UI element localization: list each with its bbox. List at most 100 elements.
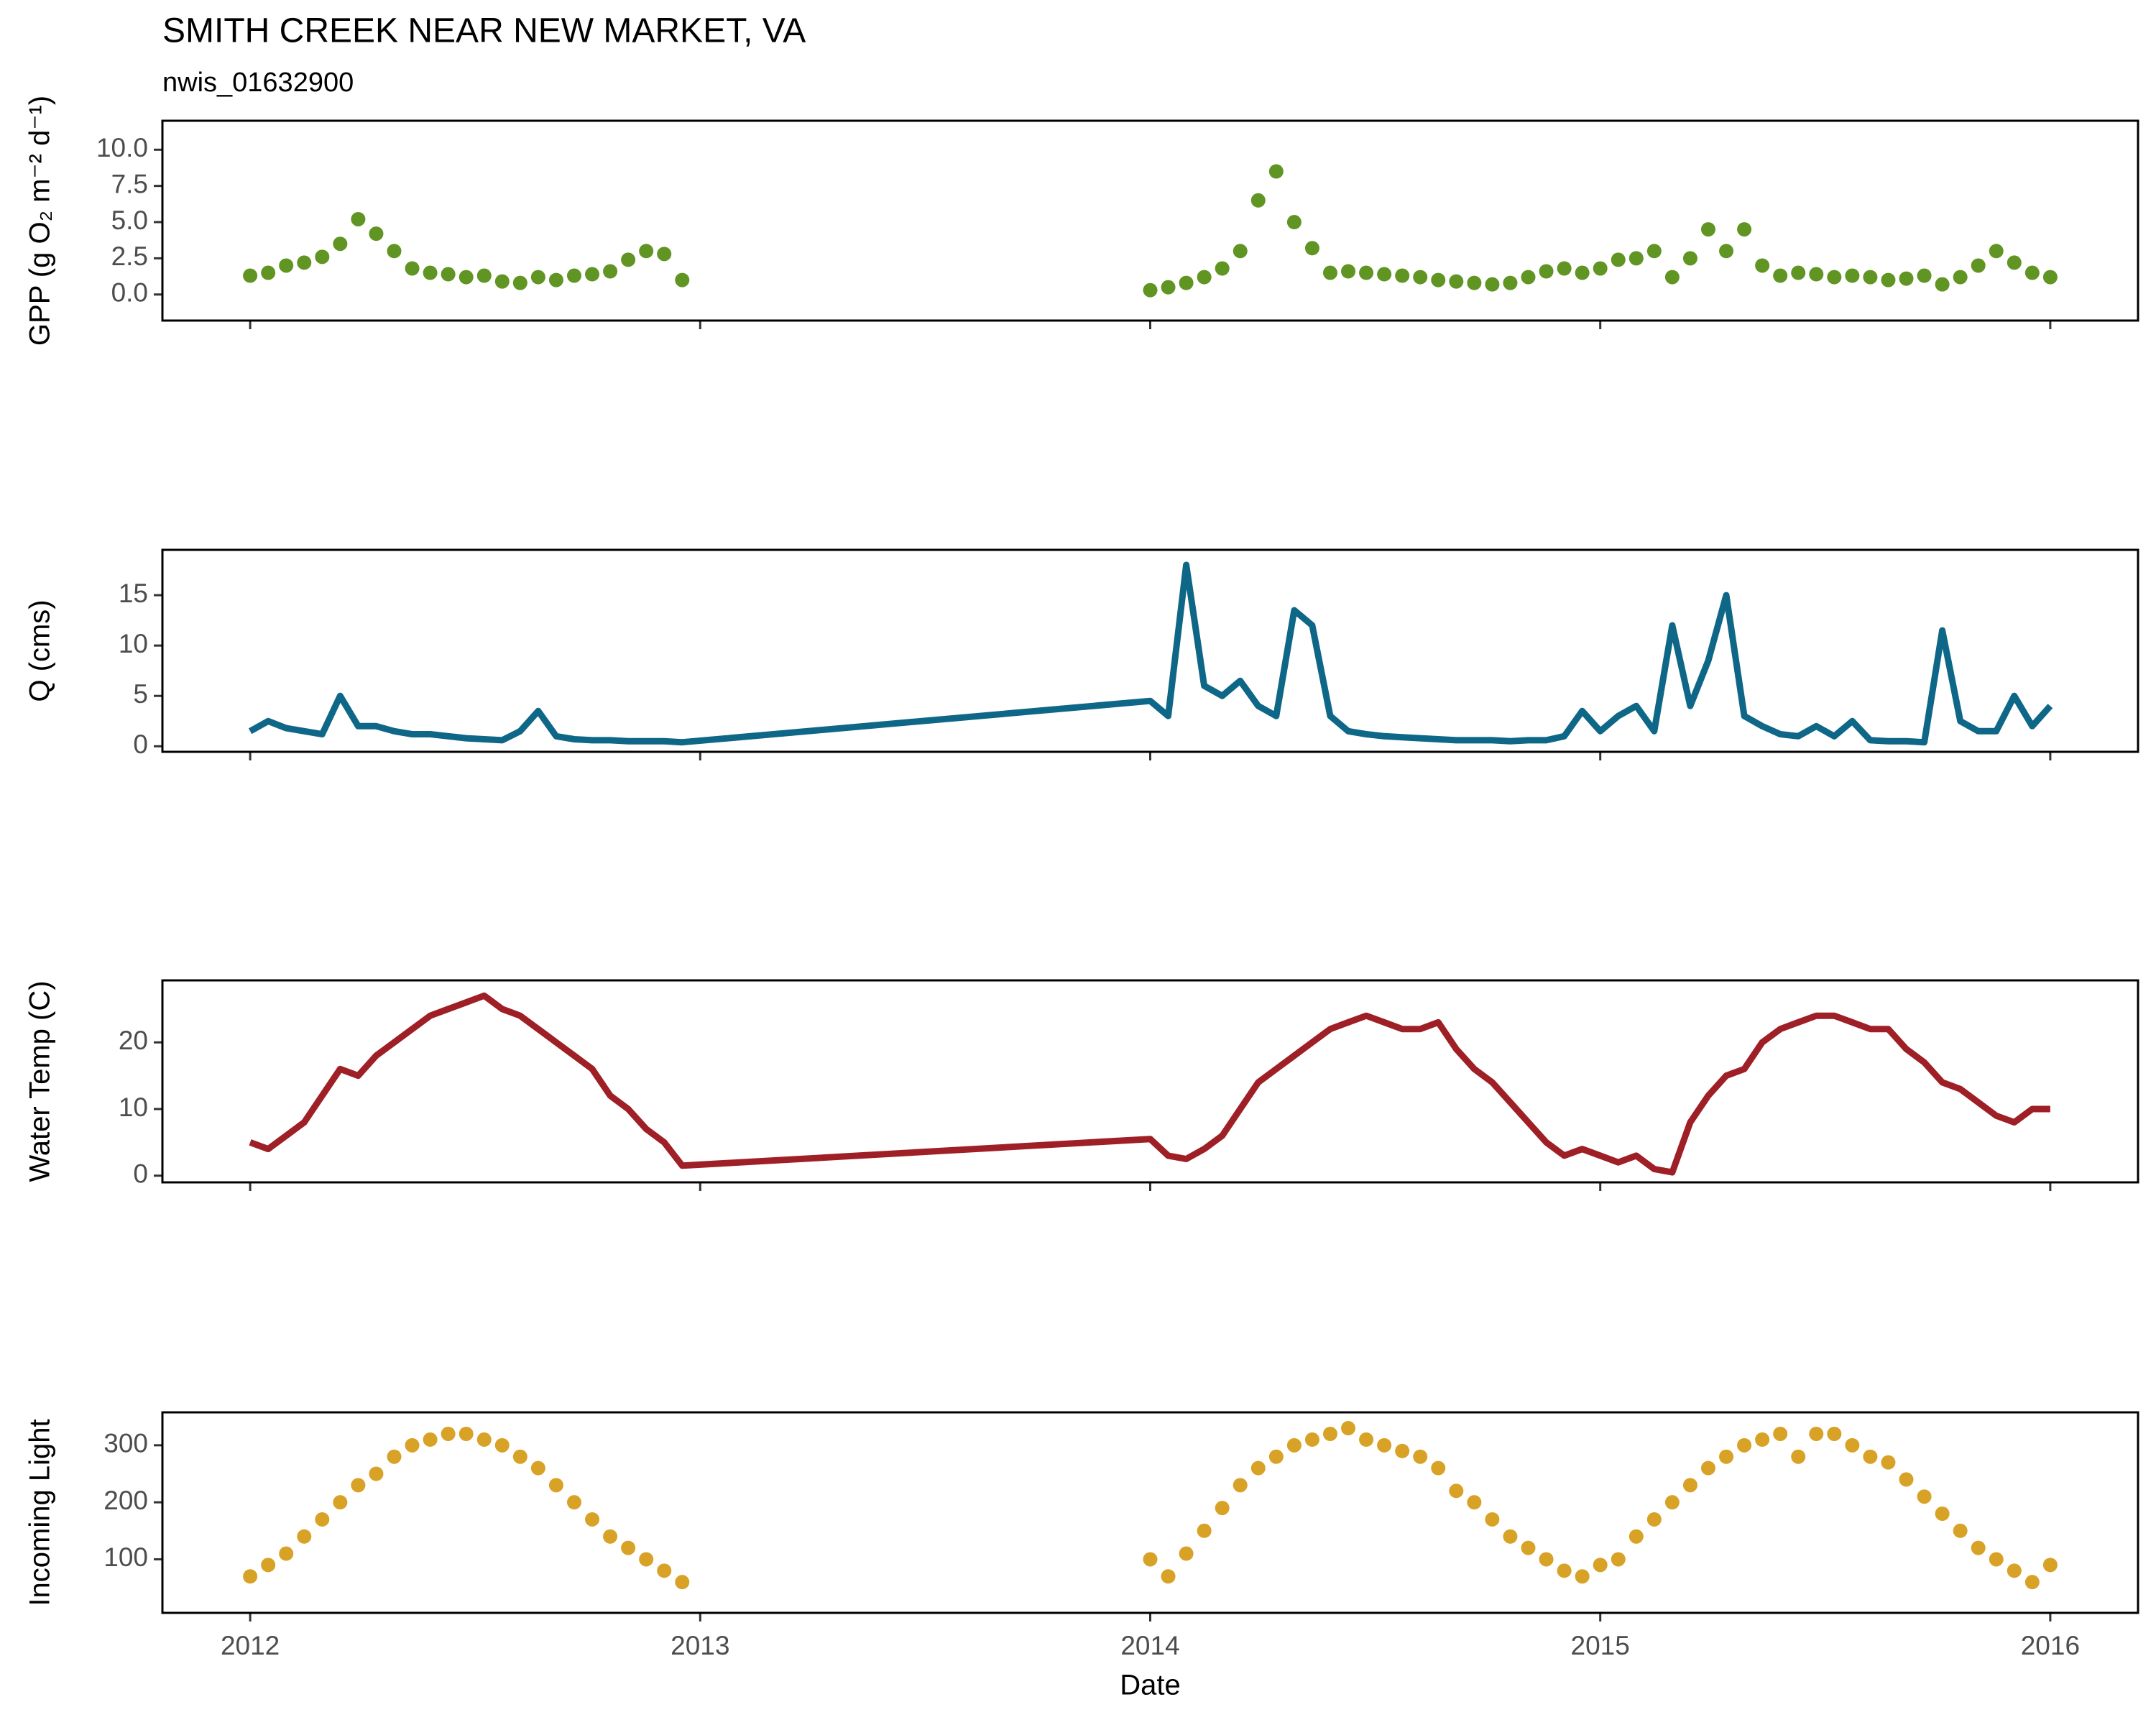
point xyxy=(1611,252,1626,267)
y-tick-label: 0 xyxy=(133,730,148,759)
point xyxy=(1628,251,1644,266)
point xyxy=(1881,1455,1896,1470)
point xyxy=(1917,268,1932,283)
point xyxy=(1575,1569,1590,1584)
point xyxy=(315,249,330,264)
y-tick-label: 300 xyxy=(103,1429,148,1458)
point xyxy=(279,1546,294,1561)
point xyxy=(1809,1426,1824,1441)
point xyxy=(1755,1432,1770,1447)
y-axis-label: Q (cms) xyxy=(24,599,56,702)
point xyxy=(1737,1438,1752,1453)
point xyxy=(243,268,258,283)
y-tick-label: 5.0 xyxy=(111,206,148,235)
point xyxy=(1322,265,1337,280)
point xyxy=(1557,1563,1572,1578)
point xyxy=(512,1449,528,1464)
point xyxy=(387,244,402,259)
point xyxy=(1863,270,1878,285)
point xyxy=(1413,1449,1428,1464)
point xyxy=(585,1512,600,1527)
point xyxy=(530,1460,545,1476)
point xyxy=(1791,1449,1806,1464)
point xyxy=(1773,268,1788,283)
point xyxy=(675,1575,690,1590)
point xyxy=(1593,1558,1608,1573)
x-axis-label: Date xyxy=(1120,1670,1181,1701)
point xyxy=(369,226,384,242)
point xyxy=(2024,265,2040,280)
point xyxy=(1989,244,2004,259)
point xyxy=(1664,1495,1680,1510)
point xyxy=(1953,1523,1968,1538)
point xyxy=(494,1438,510,1453)
point xyxy=(1268,1449,1284,1464)
x-tick-label: 2016 xyxy=(2021,1631,2080,1660)
point xyxy=(1215,1501,1230,1516)
point xyxy=(1431,1460,1446,1476)
point xyxy=(675,272,690,288)
point xyxy=(1485,1512,1500,1527)
point xyxy=(1521,1540,1536,1555)
x-tick-label: 2013 xyxy=(671,1631,729,1660)
point xyxy=(1268,164,1284,179)
point xyxy=(1664,270,1680,285)
point xyxy=(1377,267,1392,282)
x-tick-label: 2015 xyxy=(1571,1631,1630,1660)
point xyxy=(1557,261,1572,276)
point xyxy=(1593,261,1608,276)
y-tick-label: 100 xyxy=(103,1542,148,1572)
point xyxy=(512,275,528,290)
point xyxy=(2042,1558,2058,1573)
point xyxy=(1953,270,1968,285)
point xyxy=(548,1478,563,1493)
point xyxy=(1449,274,1464,289)
point xyxy=(459,1426,474,1441)
chart-title: SMITH CREEK NEAR NEW MARKET, VA xyxy=(162,12,806,50)
point xyxy=(1521,270,1536,285)
point xyxy=(333,1495,348,1510)
point xyxy=(1467,275,1482,290)
point xyxy=(333,236,348,252)
line xyxy=(248,561,2053,746)
y-tick-label: 0.0 xyxy=(111,278,148,308)
point xyxy=(369,1466,384,1481)
point xyxy=(1682,251,1697,266)
point xyxy=(1322,1426,1337,1441)
panel-border xyxy=(161,979,2139,1184)
point xyxy=(1143,282,1158,298)
point xyxy=(1431,272,1446,288)
point xyxy=(1467,1495,1482,1510)
point xyxy=(1682,1478,1697,1493)
point xyxy=(1863,1449,1878,1464)
point xyxy=(1503,1529,1518,1544)
point xyxy=(639,244,654,259)
point xyxy=(1737,222,1752,237)
point xyxy=(1719,1449,1734,1464)
point xyxy=(297,1529,312,1544)
point xyxy=(315,1512,330,1527)
point xyxy=(1899,271,1914,286)
point xyxy=(603,1529,618,1544)
point xyxy=(2024,1575,2040,1590)
point xyxy=(1179,275,1194,290)
point xyxy=(603,264,618,279)
point xyxy=(1286,1438,1302,1453)
point xyxy=(1341,264,1356,279)
y-tick-label: 10 xyxy=(119,629,148,658)
point xyxy=(459,270,474,285)
point xyxy=(1377,1438,1392,1453)
point xyxy=(1899,1472,1914,1487)
point xyxy=(441,1426,456,1441)
point xyxy=(441,267,456,282)
point xyxy=(494,274,510,289)
point xyxy=(387,1449,402,1464)
y-tick-label: 10.0 xyxy=(96,133,148,162)
point xyxy=(1917,1489,1932,1504)
point xyxy=(1161,280,1176,295)
point xyxy=(1719,244,1734,259)
y-tick-label: 10 xyxy=(119,1092,148,1122)
point xyxy=(1485,277,1500,292)
point xyxy=(1359,265,1374,280)
